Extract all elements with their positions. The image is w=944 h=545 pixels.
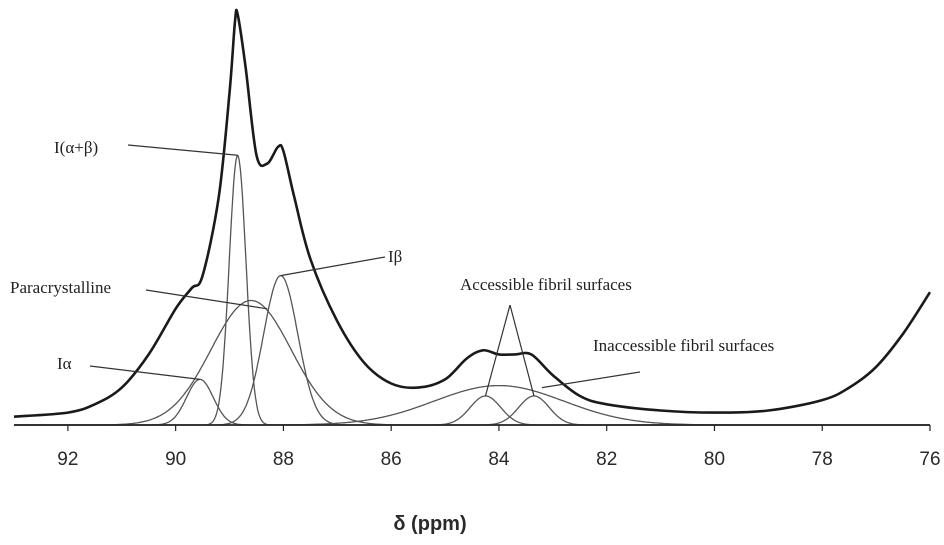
annotation-i-alpha-beta: I(α+β) bbox=[54, 138, 98, 157]
leader-line bbox=[89, 365, 200, 380]
component-i-alpha bbox=[14, 378, 930, 426]
x-tick-label: 84 bbox=[488, 449, 510, 470]
annotation-paracrystalline: Paracrystalline bbox=[10, 278, 111, 297]
x-tick-label: 86 bbox=[381, 449, 402, 470]
leader-line bbox=[484, 304, 511, 397]
component-accessible-left bbox=[14, 395, 930, 426]
x-tick-label: 88 bbox=[273, 449, 294, 470]
annotation-accessible-fibril-surfaces: Accessible fibril surfaces bbox=[460, 275, 632, 294]
leader-line bbox=[509, 304, 535, 397]
x-axis-ticks: 92 90 88 86 84 82 80 78 76 bbox=[57, 425, 941, 470]
x-tick-label: 78 bbox=[812, 449, 833, 470]
leader-line bbox=[280, 256, 386, 277]
spectrum-line bbox=[13, 8, 932, 418]
x-tick-label: 76 bbox=[919, 449, 940, 470]
leader-line bbox=[541, 371, 641, 389]
annotation-inaccessible-fibril-surfaces: Inaccessible fibril surfaces bbox=[593, 336, 774, 355]
component-accessible-right bbox=[14, 395, 930, 426]
annotations: I(α+β) Iβ Paracrystalline Iα Accessible fibr… bbox=[10, 138, 774, 373]
annotation-i-beta: Iβ bbox=[388, 247, 402, 266]
x-tick-label: 90 bbox=[165, 449, 186, 470]
annotation-leaders bbox=[89, 144, 641, 397]
x-tick-label: 80 bbox=[704, 449, 725, 470]
x-tick-label: 82 bbox=[596, 449, 617, 470]
annotation-i-alpha: Iα bbox=[57, 354, 72, 373]
x-axis-label: δ (ppm) bbox=[393, 513, 466, 535]
leader-line bbox=[145, 289, 268, 310]
leader-line bbox=[127, 144, 238, 156]
x-tick-label: 92 bbox=[57, 449, 78, 470]
